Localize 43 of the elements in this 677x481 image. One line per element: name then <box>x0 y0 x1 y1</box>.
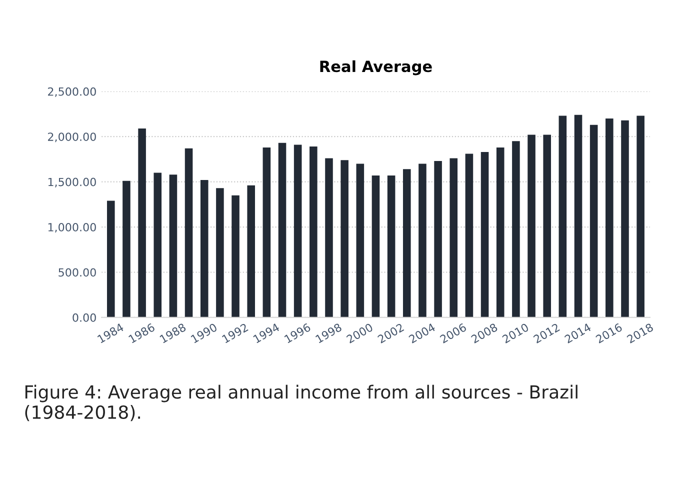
bar <box>262 147 271 318</box>
bar <box>372 175 380 318</box>
bar <box>606 118 614 318</box>
bar <box>184 148 193 318</box>
bar <box>278 142 286 318</box>
y-tick-label: 1,000.00 <box>48 223 96 233</box>
bar <box>543 134 551 318</box>
bar <box>403 169 411 318</box>
bar <box>434 161 442 318</box>
bar <box>574 114 582 318</box>
bar <box>465 154 474 318</box>
bar <box>558 116 567 318</box>
bar <box>232 195 240 318</box>
y-tick-label: 2,500.00 <box>48 87 96 97</box>
bar <box>356 164 364 318</box>
bar <box>154 172 162 318</box>
bar <box>621 120 629 318</box>
bar <box>496 147 504 318</box>
bar <box>138 128 146 318</box>
bar <box>636 116 644 318</box>
y-tick-label: 2,000.00 <box>48 132 96 142</box>
bar <box>528 134 536 318</box>
caption: Figure 4: Average real annual income from all sources - Brazil (1984-2018). <box>25 384 578 422</box>
bar <box>200 180 208 318</box>
bar <box>480 152 489 318</box>
chart-title: Real Average <box>320 60 432 76</box>
bar <box>387 175 396 318</box>
bar <box>216 188 224 318</box>
bar <box>122 180 130 318</box>
bar <box>107 200 115 318</box>
bar <box>294 144 302 318</box>
bar <box>247 185 255 318</box>
bar <box>418 164 426 318</box>
bar <box>325 158 333 318</box>
bar <box>310 146 318 318</box>
y-tick-label: 1,500.00 <box>48 178 96 188</box>
y-tick-label: 500.00 <box>58 268 96 277</box>
y-tick-label: 0.00 <box>72 313 96 322</box>
bar <box>169 174 178 318</box>
bar <box>512 141 520 318</box>
bar <box>450 158 458 318</box>
bar <box>340 160 348 318</box>
bar <box>590 124 598 318</box>
